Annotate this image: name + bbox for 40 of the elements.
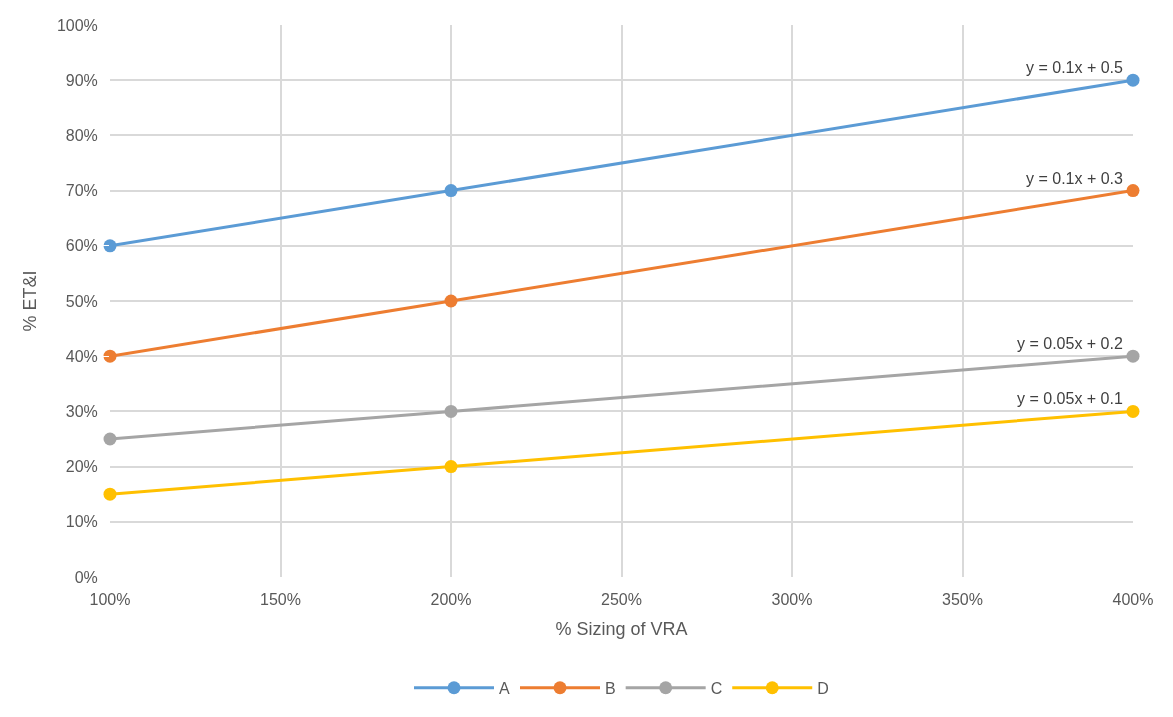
y-tick-label: 20% <box>65 458 98 476</box>
annotation: y = 0.1x + 0.5 <box>1026 59 1124 76</box>
point <box>1126 349 1140 363</box>
legend-label: A <box>499 679 510 697</box>
point <box>444 404 458 418</box>
legend-label: D <box>817 679 829 697</box>
legend-label: B <box>605 679 616 697</box>
y-tick-label: 10% <box>65 513 98 531</box>
point <box>444 184 458 198</box>
x-tick-label: 150% <box>260 591 301 609</box>
point <box>444 460 458 474</box>
point <box>103 487 117 501</box>
x-tick-label: 300% <box>771 591 813 609</box>
y-axis-title: % ET&I <box>20 270 41 332</box>
x-tick-label: 100% <box>89 591 131 609</box>
legend-label: C <box>710 679 723 697</box>
annotation: y = 0.05x + 0.1 <box>1017 390 1123 407</box>
y-tick-label: 0% <box>74 568 98 586</box>
point <box>1126 73 1140 87</box>
x-tick-label: 200% <box>430 591 472 609</box>
point <box>1126 404 1140 418</box>
point <box>1126 184 1140 198</box>
point <box>103 349 117 363</box>
x-tick-label: 350% <box>942 591 983 609</box>
y-tick-label: 30% <box>65 403 98 420</box>
x-axis-title: % Sizing of VRA <box>555 619 688 640</box>
y-tick-label: 60% <box>65 237 98 255</box>
annotation: y = 0.05x + 0.2 <box>1017 335 1123 352</box>
point <box>103 239 117 253</box>
point <box>444 294 458 308</box>
point <box>103 432 117 446</box>
x-tick-label: 250% <box>601 591 642 609</box>
y-tick-label: 70% <box>65 182 98 200</box>
y-tick-label: 100% <box>56 16 98 34</box>
y-tick-label: 90% <box>65 71 98 89</box>
annotation: y = 0.1x + 0.3 <box>1026 170 1124 187</box>
y-tick-label: 80% <box>65 127 98 144</box>
y-tick-label: 50% <box>65 292 98 310</box>
y-tick-label: 40% <box>65 347 98 365</box>
x-tick-label: 400% <box>1112 591 1154 609</box>
